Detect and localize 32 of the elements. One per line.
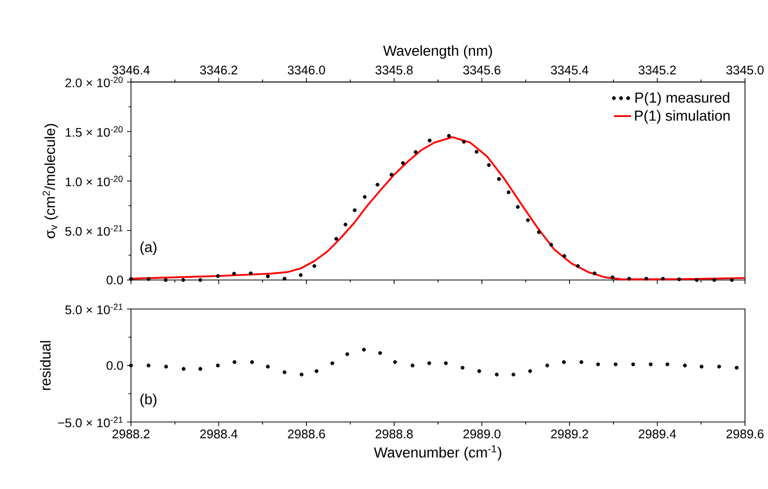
y-tick-label: 2.0 × 10$^{-20}$: [65, 76, 123, 88]
x2-tick-label: 3345.2: [638, 66, 676, 74]
x-tick-label: 2988.8: [376, 430, 413, 438]
x-tick-label: 2989.0: [463, 430, 500, 438]
annotation: (a): [140, 242, 156, 256]
x2-tick-label: 3345.0: [726, 66, 764, 74]
x-tick-label: 2989.6: [726, 430, 764, 438]
x2-tick-label: 3346.4: [112, 66, 150, 74]
x-axis-title: Wavenumber (cm$^{-1}$): [374, 445, 502, 460]
y-tick-label: 0.0: [106, 276, 123, 284]
x2-tick-label: 3345.4: [550, 66, 588, 74]
y-tick-label: 1.5 × 10$^{-20}$: [66, 126, 123, 137]
legend-label: P(1) measured: [635, 92, 730, 106]
legend-label: P(1) simulation: [635, 110, 730, 124]
annotation: (b): [140, 394, 156, 408]
y-tick-label: 5.0 × 10$^{-21}$: [65, 304, 123, 314]
x-tick-label: 2988.6: [288, 430, 325, 438]
x-tick-label: 2989.2: [551, 430, 588, 438]
y-tick-label: 5.0 × 10$^{-21}$: [65, 225, 123, 236]
x2-tick-label: 3346.0: [288, 66, 326, 74]
x2-tick-label: 3345.6: [463, 66, 500, 74]
y-axis-title: σ$_{v}$ (cm$^{2}$/molecule): [42, 124, 58, 238]
x2-axis-title: Wavelength (nm): [383, 45, 492, 59]
x-tick-label: 2989.4: [638, 430, 676, 438]
x-tick-label: 2988.2: [112, 430, 150, 438]
x-tick-label: 2988.4: [200, 430, 238, 438]
x2-tick-label: 3346.2: [200, 66, 238, 74]
y-tick-label: 0.0: [106, 361, 123, 370]
y-tick-label: 1.0 × 10$^{-20}$: [66, 176, 123, 186]
y-tick-label: −5.0 × 10$^{-21}$: [58, 416, 123, 428]
y-axis-title: residual: [40, 341, 51, 390]
x2-tick-label: 3345.8: [375, 66, 413, 74]
